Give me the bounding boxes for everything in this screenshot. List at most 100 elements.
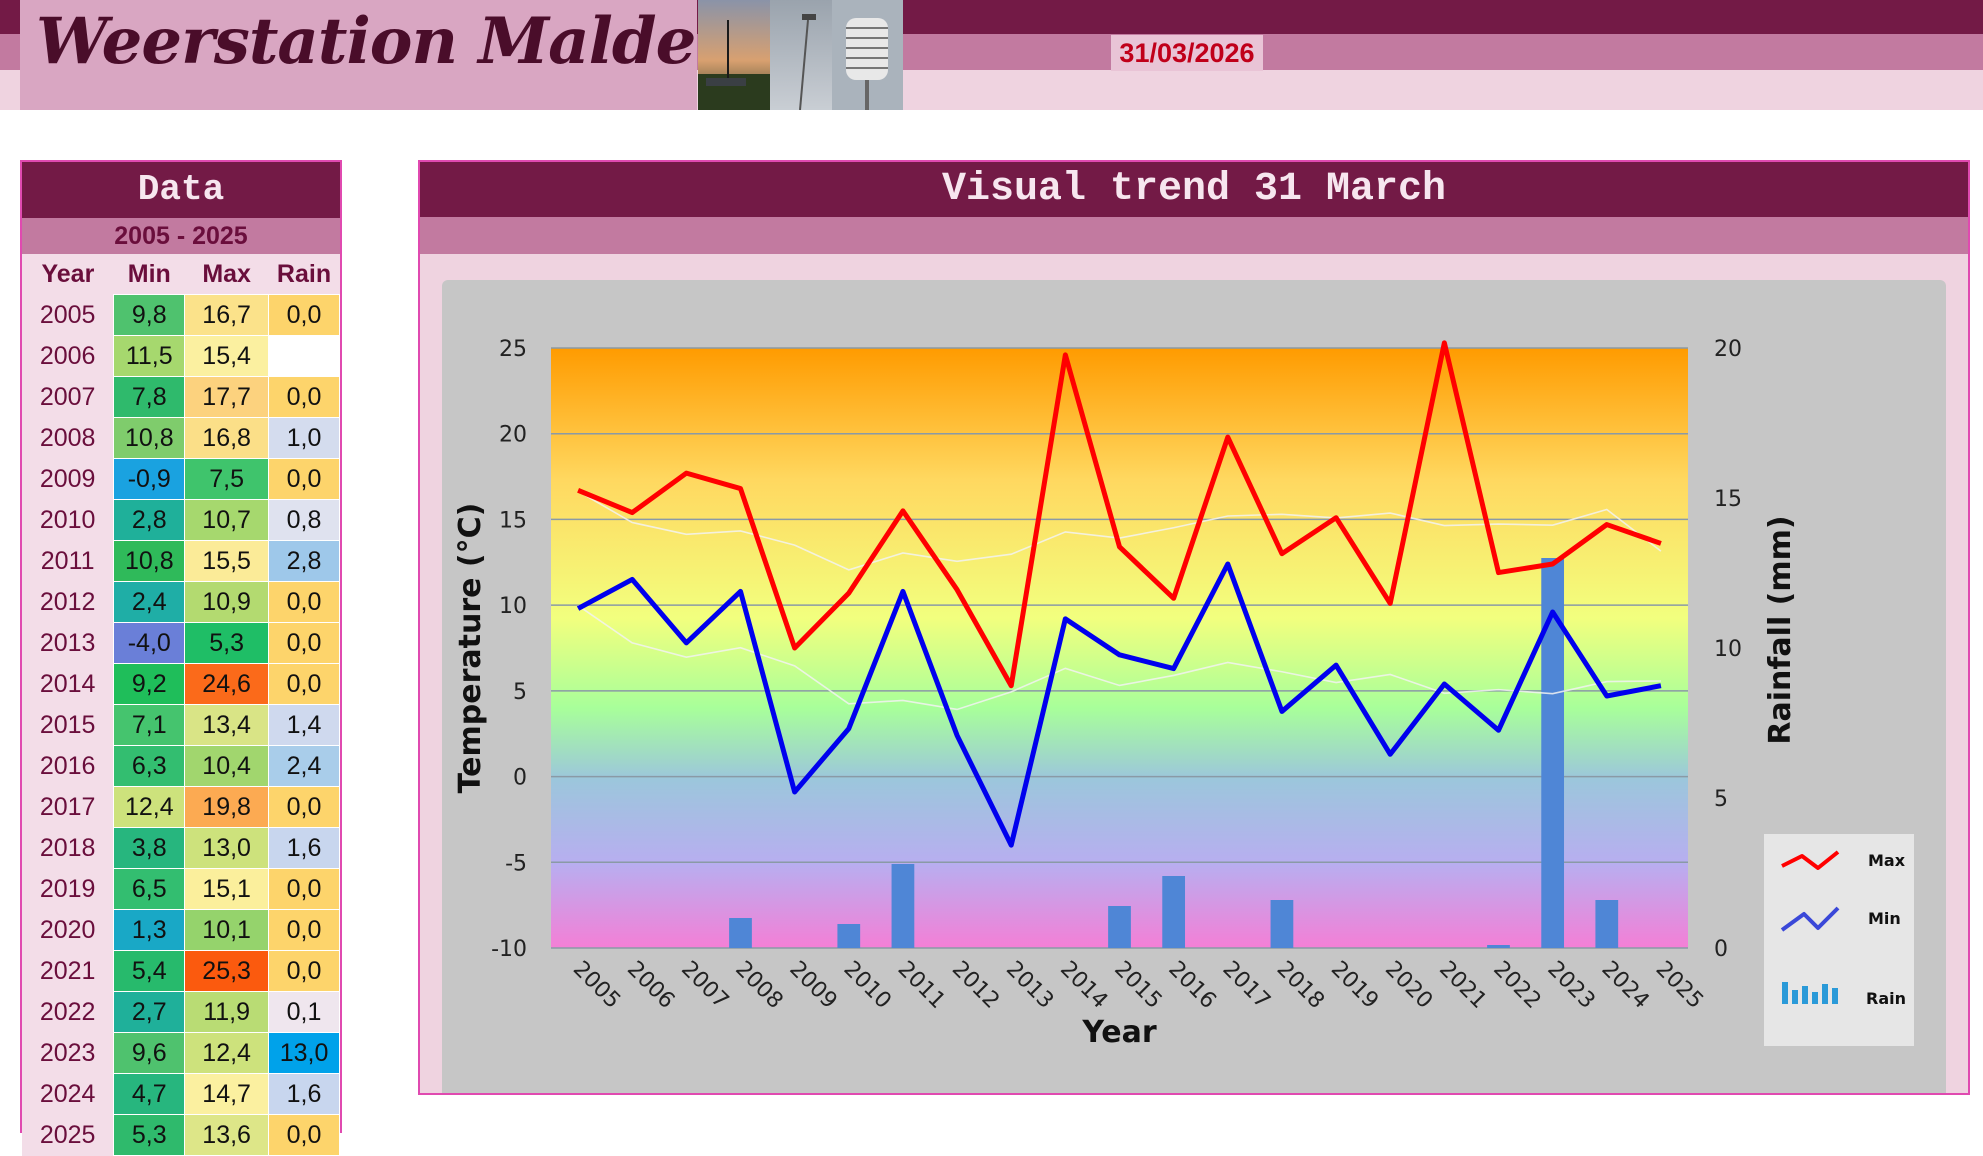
min-cell: 4,7: [113, 1073, 186, 1115]
min-cell: 1,3: [113, 909, 186, 951]
year-cell: 2007: [22, 376, 114, 418]
rain-bar: [1595, 900, 1619, 948]
rain-cell: 1,0: [268, 417, 340, 459]
table-row: 2021 5,4 25,3 0,0: [22, 950, 340, 992]
max-cell: 25,3: [184, 950, 270, 992]
rain-cell: 0,1: [268, 991, 340, 1033]
rain-cell: 2,8: [268, 540, 340, 582]
data-table: Year Min Max Rain 2005 9,8 16,7 0,0 2006 11,5…: [22, 254, 340, 1156]
photo-stevenson-screen: [832, 0, 903, 110]
min-cell: 9,8: [113, 294, 186, 336]
rain-cell: 13,0: [268, 1032, 340, 1074]
min-cell: 11,5: [113, 335, 186, 377]
table-row: 2012 2,4 10,9 0,0: [22, 581, 340, 623]
rain-bar: [1487, 945, 1510, 948]
min-cell: 7,1: [113, 704, 186, 746]
rain-bar: [1108, 906, 1131, 948]
chart-panel-title: Visual trend 31 March: [420, 162, 1968, 217]
y2-axis-title: Rainfall (mm): [1763, 515, 1798, 744]
plot-area: [551, 348, 1688, 948]
chart-panel: Visual trend 31 March 25 20 15 10 5 0 -5 -10 20 1…: [418, 160, 1970, 1095]
rain-cell: 0,0: [268, 909, 340, 951]
max-cell: 24,6: [184, 663, 270, 705]
legend: Max Min Rain: [1764, 834, 1914, 1046]
y2-tick-label: 0: [1714, 937, 1728, 962]
data-table-body: 2005 9,8 16,7 0,0 2006 11,5 15,4 2007 7,8 17,7 0,0…: [22, 294, 340, 1156]
table-row: 2017 12,4 19,8 0,0: [22, 786, 340, 828]
current-date: 31/03/2026: [1111, 35, 1263, 71]
table-row: 2020 1,3 10,1 0,0: [22, 909, 340, 951]
min-cell: 2,4: [113, 581, 186, 623]
rain-cell: 0,0: [268, 458, 340, 500]
max-cell: 16,8: [184, 417, 270, 459]
rain-bar: [1541, 558, 1565, 948]
site-title[interactable]: Weerstation Malderen: [36, 4, 814, 79]
min-cell: 5,3: [113, 1114, 186, 1156]
max-cell: 13,0: [184, 827, 270, 869]
y-tick-label: 20: [499, 423, 527, 448]
rain-cell: 1,4: [268, 704, 340, 746]
y-tick-label: 15: [499, 508, 527, 533]
chart-svg: 2520151050-5-102015105020052006200720082…: [442, 280, 1946, 1093]
rain-cell: 0,0: [268, 581, 340, 623]
series-line-min: [576, 561, 1662, 848]
x-axis-title: Year: [1081, 1015, 1157, 1050]
table-row: 2015 7,1 13,4 1,4: [22, 704, 340, 746]
year-cell: 2012: [22, 581, 114, 623]
data-table-header: Year Min Max Rain: [22, 254, 340, 295]
max-cell: 10,1: [184, 909, 270, 951]
site-logo-box[interactable]: [20, 0, 697, 110]
legend-rain-label: Rain: [1866, 989, 1906, 1008]
year-cell: 2011: [22, 540, 114, 582]
table-row: 2022 2,7 11,9 0,1: [22, 991, 340, 1033]
table-row: 2009 -0,9 7,5 0,0: [22, 458, 340, 500]
y-tick-label: -10: [491, 937, 527, 962]
table-row: 2023 9,6 12,4 13,0: [22, 1032, 340, 1074]
y-tick-label: -5: [505, 851, 527, 876]
rain-cell: 0,0: [268, 868, 340, 910]
y-tick-label: 5: [513, 680, 527, 705]
min-cell: 3,8: [113, 827, 186, 869]
max-cell: 15,4: [184, 335, 270, 377]
min-cell: 5,4: [113, 950, 186, 992]
min-cell: 6,5: [113, 868, 186, 910]
table-row: 2018 3,8 13,0 1,6: [22, 827, 340, 869]
table-row: 2014 9,2 24,6 0,0: [22, 663, 340, 705]
max-cell: 14,7: [184, 1073, 270, 1115]
min-cell: -4,0: [113, 622, 186, 664]
max-cell: 13,6: [184, 1114, 270, 1156]
min-cell: 9,2: [113, 663, 186, 705]
year-cell: 2018: [22, 827, 114, 869]
rain-cell: 0,0: [268, 376, 340, 418]
legend-rain-icon-bar: [1832, 988, 1838, 1004]
year-cell: 2016: [22, 745, 114, 787]
year-cell: 2013: [22, 622, 114, 664]
max-cell: 15,1: [184, 868, 270, 910]
y2-tick-label: 15: [1714, 487, 1742, 512]
data-panel: Data 2005 - 2025 Year Min Max Rain 2005 9…: [20, 160, 342, 1156]
rain-cell: 0,0: [268, 786, 340, 828]
table-row: 2006 11,5 15,4: [22, 335, 340, 377]
legend-min-label: Min: [1868, 909, 1901, 928]
year-cell: 2009: [22, 458, 114, 500]
max-cell: 10,4: [184, 745, 270, 787]
table-row: 2005 9,8 16,7 0,0: [22, 294, 340, 336]
rain-cell: [268, 335, 340, 377]
legend-rain-icon-bar: [1802, 986, 1808, 1004]
legend-rain-icon-bar: [1792, 990, 1798, 1004]
legend-max-label: Max: [1868, 851, 1906, 870]
photo-mast: [770, 0, 832, 110]
table-row: 2019 6,5 15,1 0,0: [22, 868, 340, 910]
rain-cell: 0,0: [268, 622, 340, 664]
rain-bar: [1162, 876, 1186, 948]
min-cell: 7,8: [113, 376, 186, 418]
max-cell: 16,7: [184, 294, 270, 336]
header-rain: Rain: [268, 254, 340, 295]
header-max: Max: [184, 254, 269, 295]
max-cell: 15,5: [184, 540, 270, 582]
min-cell: -0,9: [113, 458, 186, 500]
legend-min-icon: [1780, 906, 1840, 932]
legend-rain-icon-bar: [1782, 982, 1788, 1004]
max-cell: 17,7: [184, 376, 270, 418]
year-cell: 2017: [22, 786, 114, 828]
